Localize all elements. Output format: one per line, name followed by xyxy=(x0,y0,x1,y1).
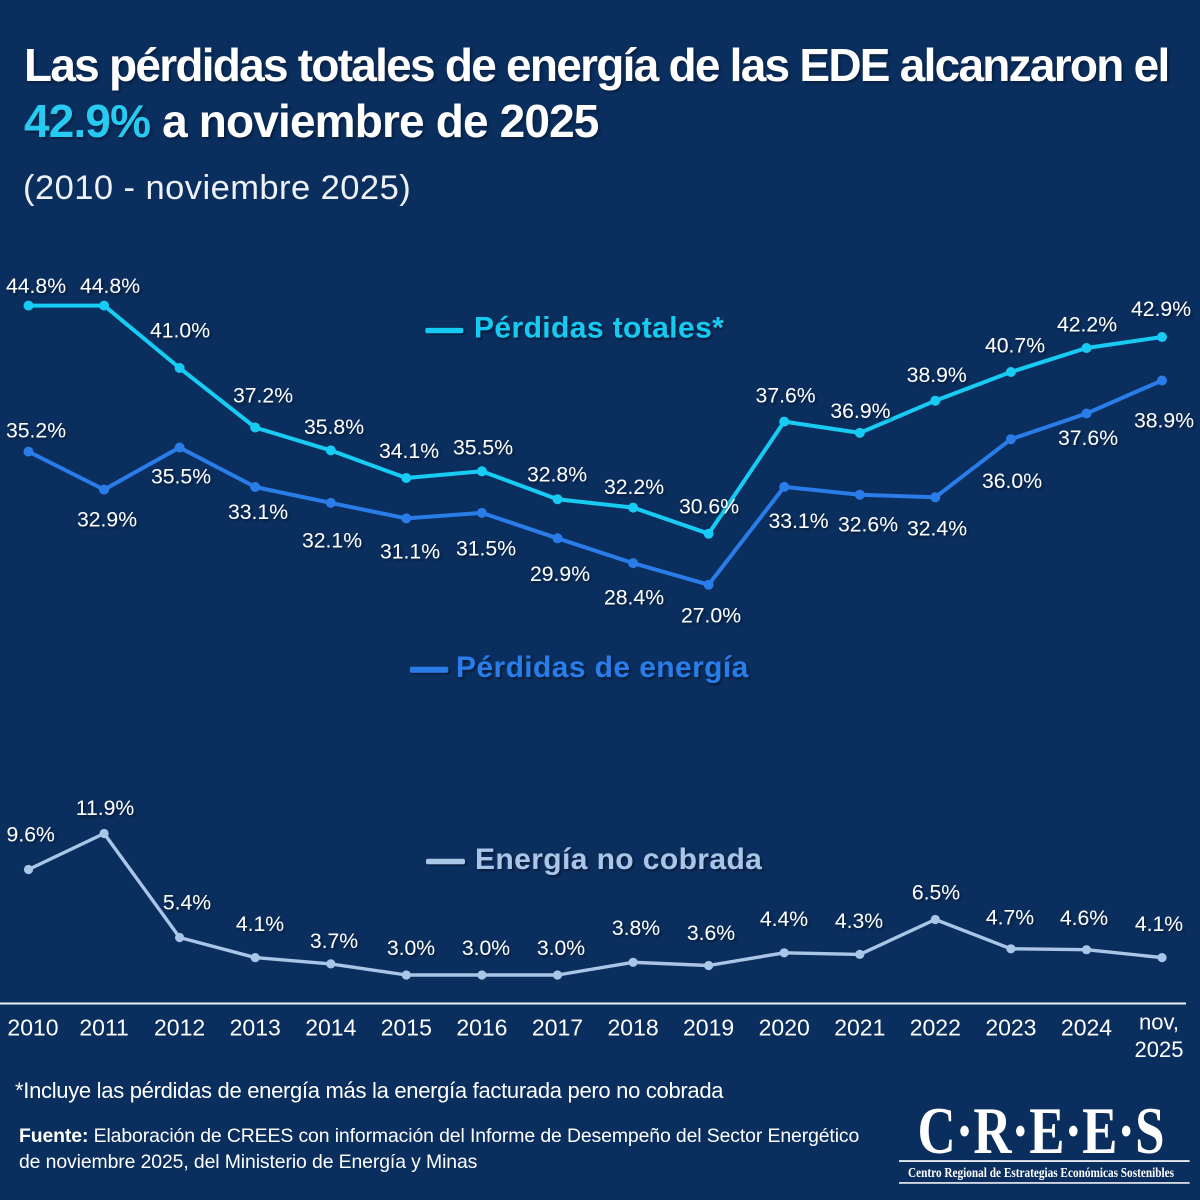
svg-text:C·R·E·E·S: C·R·E·E·S xyxy=(918,1095,1165,1168)
svg-text:4.7%: 4.7% xyxy=(986,907,1034,930)
svg-text:40.7%: 40.7% xyxy=(985,335,1045,358)
svg-text:Energía no cobrada: Energía no cobrada xyxy=(475,843,762,876)
svg-text:3.0%: 3.0% xyxy=(462,937,510,960)
svg-text:2025: 2025 xyxy=(1135,1037,1184,1062)
svg-text:5.4%: 5.4% xyxy=(163,892,211,915)
svg-text:35.5%: 35.5% xyxy=(453,437,513,460)
svg-text:41.0%: 41.0% xyxy=(150,320,210,343)
svg-text:38.9%: 38.9% xyxy=(907,364,967,387)
svg-text:2018: 2018 xyxy=(608,1015,659,1041)
svg-text:2022: 2022 xyxy=(910,1015,961,1041)
svg-text:nov,: nov, xyxy=(1139,1010,1179,1035)
svg-text:27.0%: 27.0% xyxy=(681,605,741,628)
svg-text:31.1%: 31.1% xyxy=(380,541,440,564)
svg-text:4.1%: 4.1% xyxy=(1135,913,1183,936)
svg-text:2020: 2020 xyxy=(759,1015,810,1041)
svg-text:36.9%: 36.9% xyxy=(830,400,890,423)
svg-text:32.6%: 32.6% xyxy=(838,513,898,536)
svg-text:32.2%: 32.2% xyxy=(604,476,664,499)
svg-text:2024: 2024 xyxy=(1061,1015,1112,1041)
svg-text:31.5%: 31.5% xyxy=(456,537,516,560)
svg-text:32.1%: 32.1% xyxy=(302,529,362,552)
svg-text:9.6%: 9.6% xyxy=(7,824,55,847)
svg-text:2010: 2010 xyxy=(7,1015,58,1041)
svg-text:32.8%: 32.8% xyxy=(527,463,587,486)
svg-text:30.6%: 30.6% xyxy=(679,495,739,518)
svg-text:35.5%: 35.5% xyxy=(151,465,211,488)
svg-text:32.9%: 32.9% xyxy=(77,509,137,532)
svg-text:3.6%: 3.6% xyxy=(687,922,735,945)
svg-text:37.6%: 37.6% xyxy=(756,385,816,408)
svg-text:4.4%: 4.4% xyxy=(760,908,808,931)
svg-text:3.0%: 3.0% xyxy=(387,937,435,960)
svg-text:44.8%: 44.8% xyxy=(6,275,66,298)
svg-text:29.9%: 29.9% xyxy=(530,563,590,586)
svg-text:2015: 2015 xyxy=(381,1015,432,1041)
svg-text:32.4%: 32.4% xyxy=(907,518,967,541)
svg-text:4.1%: 4.1% xyxy=(236,913,284,936)
svg-text:2017: 2017 xyxy=(532,1015,583,1041)
svg-text:3.7%: 3.7% xyxy=(310,930,358,953)
svg-text:4.6%: 4.6% xyxy=(1060,907,1108,930)
svg-text:2016: 2016 xyxy=(456,1015,507,1041)
svg-text:44.8%: 44.8% xyxy=(80,275,140,298)
svg-text:Pérdidas totales*: Pérdidas totales* xyxy=(474,312,724,345)
svg-text:3.0%: 3.0% xyxy=(537,937,585,960)
svg-text:35.8%: 35.8% xyxy=(304,416,364,439)
svg-text:2013: 2013 xyxy=(230,1015,281,1041)
svg-text:36.0%: 36.0% xyxy=(982,470,1042,493)
svg-text:42.9%: 42.9% xyxy=(1131,298,1191,321)
svg-text:2012: 2012 xyxy=(154,1015,205,1041)
svg-text:Pérdidas de energía: Pérdidas de energía xyxy=(456,651,749,684)
svg-text:4.3%: 4.3% xyxy=(835,910,883,933)
svg-text:Centro Regional de Estrategias: Centro Regional de Estrategias Económica… xyxy=(908,1165,1174,1180)
svg-text:2023: 2023 xyxy=(985,1015,1036,1041)
svg-text:37.6%: 37.6% xyxy=(1058,427,1118,450)
svg-text:2021: 2021 xyxy=(834,1015,885,1041)
svg-text:3.8%: 3.8% xyxy=(612,917,660,940)
svg-text:38.9%: 38.9% xyxy=(1134,410,1194,433)
svg-text:6.5%: 6.5% xyxy=(912,882,960,905)
svg-text:2014: 2014 xyxy=(305,1015,356,1041)
svg-text:34.1%: 34.1% xyxy=(379,440,439,463)
svg-text:33.1%: 33.1% xyxy=(228,501,288,524)
svg-text:2019: 2019 xyxy=(683,1015,734,1041)
svg-text:42.2%: 42.2% xyxy=(1057,314,1117,337)
svg-text:37.2%: 37.2% xyxy=(233,385,293,408)
svg-text:2011: 2011 xyxy=(79,1015,128,1041)
svg-text:28.4%: 28.4% xyxy=(604,587,664,610)
svg-text:35.2%: 35.2% xyxy=(6,420,66,443)
svg-text:33.1%: 33.1% xyxy=(768,510,828,533)
svg-text:11.9%: 11.9% xyxy=(76,797,135,820)
